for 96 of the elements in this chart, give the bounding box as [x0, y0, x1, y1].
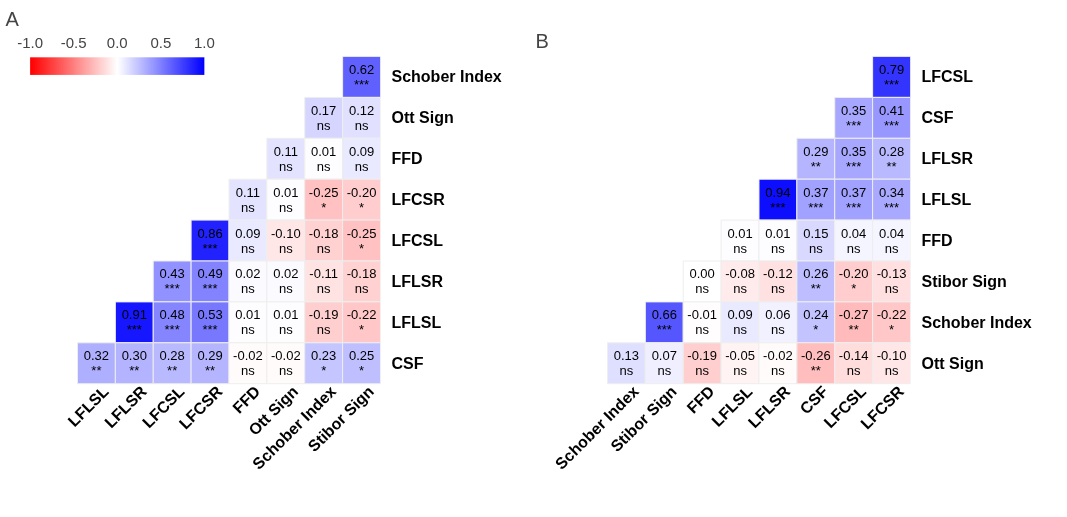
data-label: -0.19 ns [308, 307, 339, 338]
color-bar-label: 0.5 [150, 33, 172, 51]
data-label: 0.35 *** [841, 143, 867, 174]
y-tick-label: LFLSR [391, 272, 444, 290]
data-label: 0.01 ns [765, 225, 791, 256]
data-label: 0.01 ns [727, 225, 753, 256]
data-label: 0.15 ns [803, 225, 829, 256]
data-label: 0.09 ns [348, 143, 375, 174]
data-label: -0.14 ns [838, 348, 869, 379]
x-tick-label: FFD [683, 382, 718, 417]
data-label: 0.25 * [348, 348, 375, 379]
y-tick-label: FFD [391, 150, 423, 168]
data-label: 0.24 * [803, 307, 829, 338]
data-label: -0.18 ns [308, 225, 339, 256]
data-label: 0.17 ns [311, 102, 337, 133]
data-label: 0.37 *** [803, 184, 829, 215]
data-label: -0.10 ns [876, 348, 907, 379]
data-label: -0.22 * [346, 307, 377, 338]
data-label: 0.00 ns [689, 266, 715, 297]
data-label: 0.01 ns [273, 307, 299, 338]
data-label: -0.01 ns [687, 307, 717, 338]
y-tick-label: Ott Sign [921, 354, 984, 372]
data-label: 0.01 ns [273, 184, 299, 215]
data-label: -0.18 ns [346, 266, 377, 297]
y-tick-label: Stibor Sign [921, 272, 1007, 290]
data-label: -0.12 ns [763, 266, 793, 297]
data-label: 0.94 *** [765, 184, 791, 215]
data-label: 0.48 *** [159, 307, 185, 338]
data-label: 0.28 ** [159, 348, 185, 379]
data-label: 0.13 ns [613, 348, 640, 379]
y-tick-label: LFCSL [391, 232, 444, 250]
y-tick-label: LFLSR [921, 150, 974, 168]
data-label: -0.20 * [838, 266, 869, 297]
data-label: -0.02 ns [233, 348, 263, 379]
data-label: 0.49 *** [197, 266, 223, 297]
data-label: 0.29 ** [803, 143, 829, 174]
data-label: 0.09 ns [235, 225, 261, 256]
color-bar-label: -1.0 [17, 33, 44, 51]
data-label: 0.62 *** [348, 61, 375, 92]
data-label: 0.12 ns [348, 102, 375, 133]
data-label: 0.66 *** [651, 307, 677, 338]
data-label: 0.34 *** [878, 184, 905, 215]
y-tick-label: Schober Index [921, 313, 1032, 331]
data-label: 0.04 ns [841, 225, 867, 256]
data-label: 0.07 ns [651, 348, 677, 379]
data-label: 0.91 *** [121, 307, 147, 338]
data-label: 0.86 *** [197, 225, 223, 256]
data-label: -0.20 * [346, 184, 377, 215]
data-label: 0.09 ns [727, 307, 753, 338]
data-label: -0.05 ns [725, 348, 755, 379]
y-tick-label: LFCSL [921, 68, 974, 86]
data-label: 0.04 ns [878, 225, 905, 256]
data-label: -0.11 ns [309, 266, 339, 297]
data-label: -0.22 * [876, 307, 907, 338]
y-tick-label: LFLSL [921, 191, 972, 209]
color-bar-label: 1.0 [193, 33, 215, 51]
y-tick-label: CSF [391, 354, 424, 372]
data-label: -0.10 ns [270, 225, 301, 256]
data-label: 0.79 *** [878, 61, 905, 92]
data-label: -0.08 ns [725, 266, 755, 297]
data-label: -0.02 ns [270, 348, 301, 379]
data-label: -0.25 * [308, 184, 339, 215]
data-label: 0.37 *** [841, 184, 867, 215]
data-label: -0.26 ** [800, 348, 831, 379]
y-tick-label: Schober Index [391, 68, 502, 86]
data-label: -0.13 ns [876, 266, 907, 297]
data-label: 0.29 ** [197, 348, 223, 379]
chart-title: A [5, 7, 20, 30]
data-label: 0.23 * [311, 348, 337, 379]
data-label: -0.27 ** [838, 307, 869, 338]
data-label: 0.43 *** [159, 266, 185, 297]
y-tick-label: CSF [921, 109, 954, 127]
data-label: 0.28 ** [878, 143, 905, 174]
data-label: 0.01 ns [235, 307, 261, 338]
data-label: 0.11 ns [235, 184, 261, 215]
color-bar-label: -0.5 [60, 33, 87, 51]
data-label: 0.30 ** [121, 348, 147, 379]
data-label: 0.01 ns [311, 143, 337, 174]
data-label: -0.19 ns [687, 348, 717, 379]
data-label: 0.35 *** [841, 102, 867, 133]
chart-title: B [535, 29, 549, 52]
data-label: 0.32 ** [83, 348, 110, 379]
data-label: -0.02 ns [763, 348, 793, 379]
data-label: 0.11 ns [273, 143, 298, 174]
data-label: 0.02 ns [235, 266, 261, 297]
data-label: -0.25 * [346, 225, 377, 256]
y-tick-label: FFD [921, 232, 953, 250]
color-bar-label: 0.0 [106, 33, 128, 51]
data-label: 0.41 *** [878, 102, 905, 133]
data-label: 0.06 ns [765, 307, 791, 338]
y-tick-label: LFCSR [391, 191, 446, 209]
y-tick-label: LFLSL [391, 313, 442, 331]
y-tick-label: Ott Sign [391, 109, 454, 127]
data-label: 0.53 *** [197, 307, 223, 338]
data-label: 0.26 ** [803, 266, 829, 297]
data-label: 0.02 ns [273, 266, 299, 297]
